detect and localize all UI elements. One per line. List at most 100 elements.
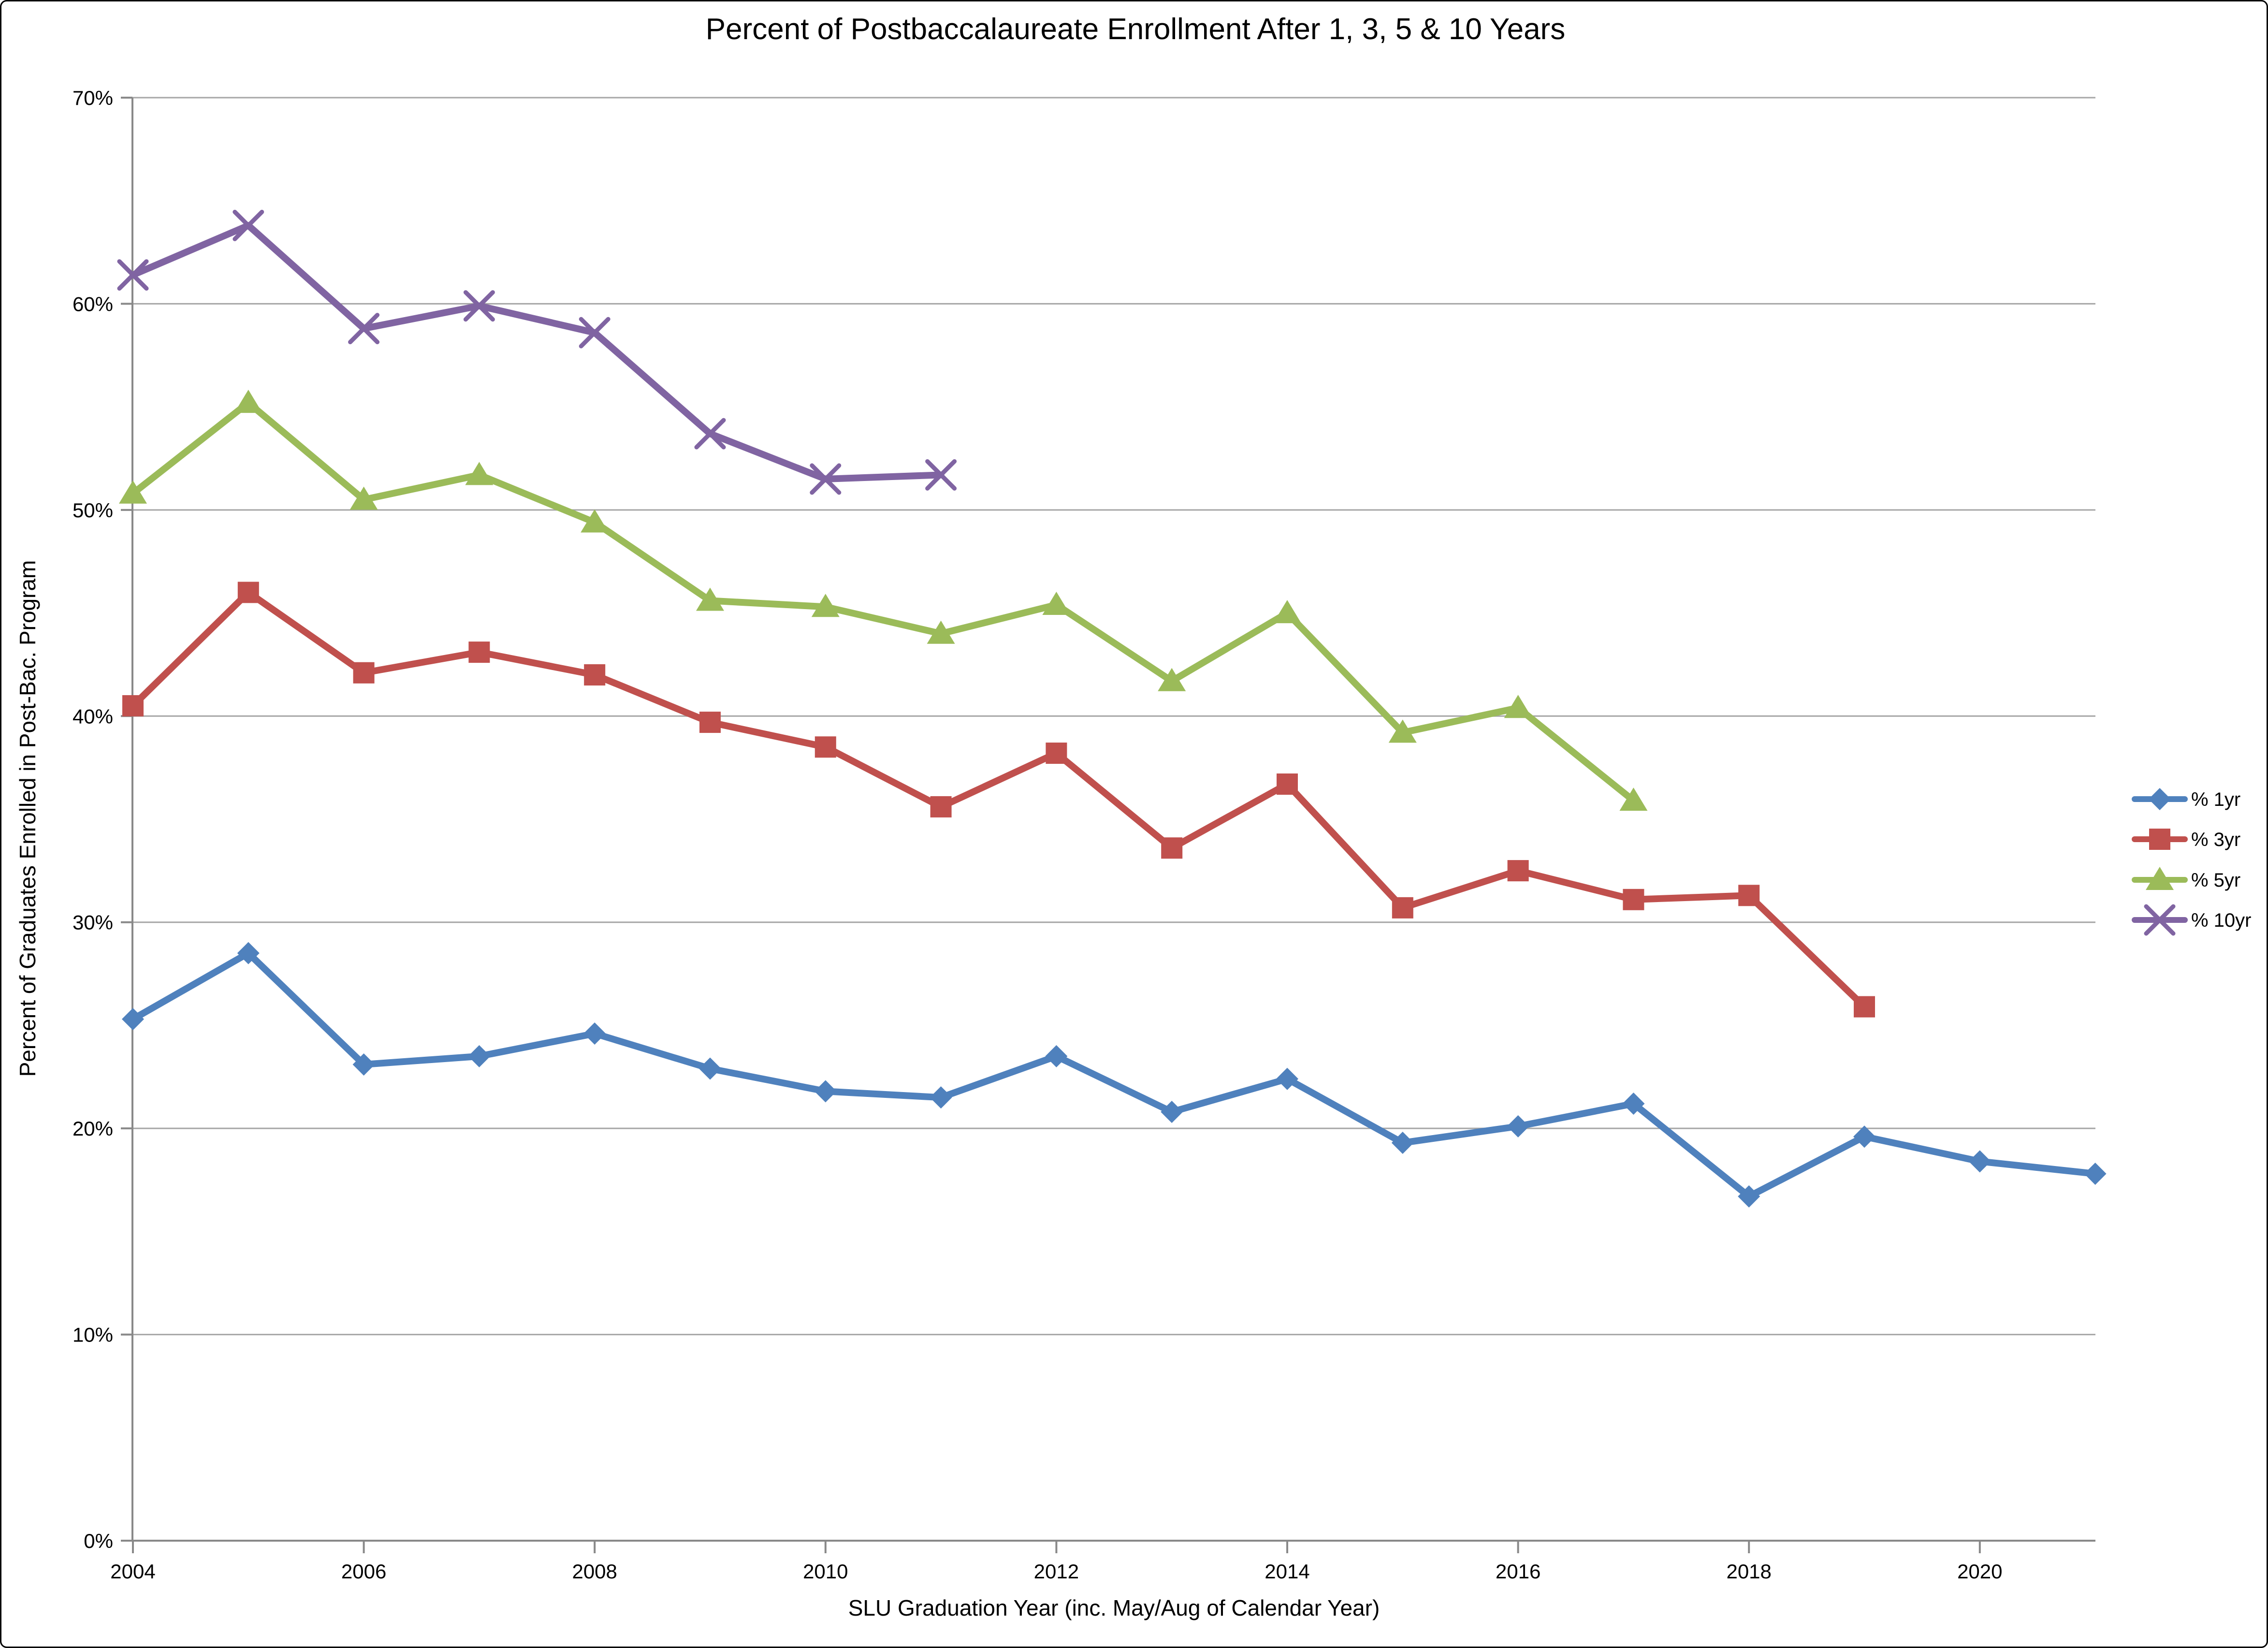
series-1yr [122,942,2107,1208]
marker-diamond [122,1008,144,1031]
legend: % 1yr % 3yr % 5yr % 10yr [2132,788,2252,936]
marker-triangle [1273,600,1301,624]
series-line-5yr [130,399,1637,804]
legend-label-1yr: % 1yr [2191,789,2240,810]
marker-diamond [1276,1067,1298,1090]
x-tick-label-2014: 2014 [1265,1560,1309,1583]
marker-diamond [1045,1045,1068,1067]
marker-square [1623,889,1644,910]
marker-triangle [1158,668,1186,691]
marker-diamond [2149,788,2171,810]
chart-title: Percent of Postbaccalaureate Enrollment … [705,13,1566,46]
marker-x [348,313,380,345]
marker-triangle [119,480,147,504]
marker-triangle [349,486,378,510]
marker-square [814,736,836,758]
marker-diamond [1391,1131,1414,1154]
marker-square [1507,860,1529,882]
marker-x [694,418,726,450]
y-tick-label-60%: 60% [73,292,113,315]
marker-square [1738,885,1760,906]
marker-x [579,317,611,349]
series-3yr [122,582,1875,1018]
y-tick-label-20%: 20% [73,1117,113,1140]
x-tick-label-2018: 2018 [1726,1560,1771,1583]
marker-triangle [1619,788,1648,811]
series-line-10yr [130,222,945,482]
marker-square [930,796,952,817]
x-tick-label-2012: 2012 [1034,1560,1079,1583]
marker-triangle [234,390,262,413]
marker-x [117,259,149,291]
series-line-3yr [130,589,1868,1010]
marker-triangle [2146,867,2174,890]
marker-square [1046,743,1067,764]
marker-triangle [927,620,955,644]
marker-square [122,695,144,716]
marker-square [1277,773,1298,795]
marker-square [1392,897,1413,919]
series-line-1yr [130,949,2099,1200]
marker-triangle [465,462,494,485]
marker-diamond [583,1022,606,1045]
x-tick-label-2010: 2010 [803,1560,848,1583]
marker-square [237,582,259,603]
marker-diamond [1622,1092,1645,1115]
x-tick-label-2016: 2016 [1496,1560,1541,1583]
marker-diamond [352,1053,375,1076]
legend-label-3yr: % 3yr [2191,829,2240,850]
x-tick-label-2008: 2008 [572,1560,617,1583]
marker-diamond [1161,1101,1183,1123]
marker-square [1161,837,1183,859]
marker-square [468,642,490,663]
marker-x [925,459,957,491]
marker-square [1854,996,1875,1018]
marker-square [2149,829,2170,850]
marker-square [584,664,606,685]
marker-triangle [811,594,840,617]
x-tick-label-2004: 2004 [110,1560,155,1583]
series-5yr [119,390,1648,811]
marker-square [699,712,721,733]
marker-triangle [1388,719,1417,743]
legend-item-1yr: % 1yr [2132,788,2240,810]
marker-x [463,290,495,322]
legend-item-3yr: % 3yr [2132,829,2240,850]
gridlines [132,97,2095,1336]
marker-diamond [930,1086,952,1109]
x-tick-label-2020: 2020 [1957,1560,2002,1583]
y-tick-label-70%: 70% [73,87,113,109]
marker-triangle [696,587,724,611]
marker-diamond [814,1080,837,1103]
legend-label-5yr: % 5yr [2191,870,2240,891]
marker-x [233,209,264,241]
y-tick-label-40%: 40% [73,705,113,728]
marker-diamond [2084,1162,2107,1185]
x-tick-label-2006: 2006 [341,1560,386,1583]
y-tick-label-10%: 10% [73,1324,113,1346]
legend-item-10yr: % 10yr [2132,904,2252,936]
marker-diamond [1738,1185,1760,1208]
axes: 0% 10% 20% 30% 40% 50% 60% 70% 2004 2006 2008 2010 2… [73,87,2095,1583]
marker-diamond [1507,1115,1529,1138]
marker-square [353,662,375,684]
legend-item-5yr: % 5yr [2132,867,2240,891]
y-tick-label-0%: 0% [84,1530,113,1552]
marker-diamond [699,1057,721,1080]
legend-label-10yr: % 10yr [2191,910,2252,931]
marker-triangle [581,509,609,533]
marker-triangle [1042,592,1071,615]
marker-x [810,463,842,495]
marker-x [2144,904,2176,936]
series-10yr [117,209,957,495]
y-tick-label-50%: 50% [73,499,113,522]
marker-triangle [1504,695,1532,718]
x-axis-title: SLU Graduation Year (inc. May/Aug of Cal… [848,1595,1380,1620]
y-tick-label-30%: 30% [73,911,113,934]
marker-diamond [1968,1150,1991,1173]
marker-diamond [1853,1125,1875,1148]
marker-diamond [468,1045,491,1067]
marker-diamond [237,942,260,964]
